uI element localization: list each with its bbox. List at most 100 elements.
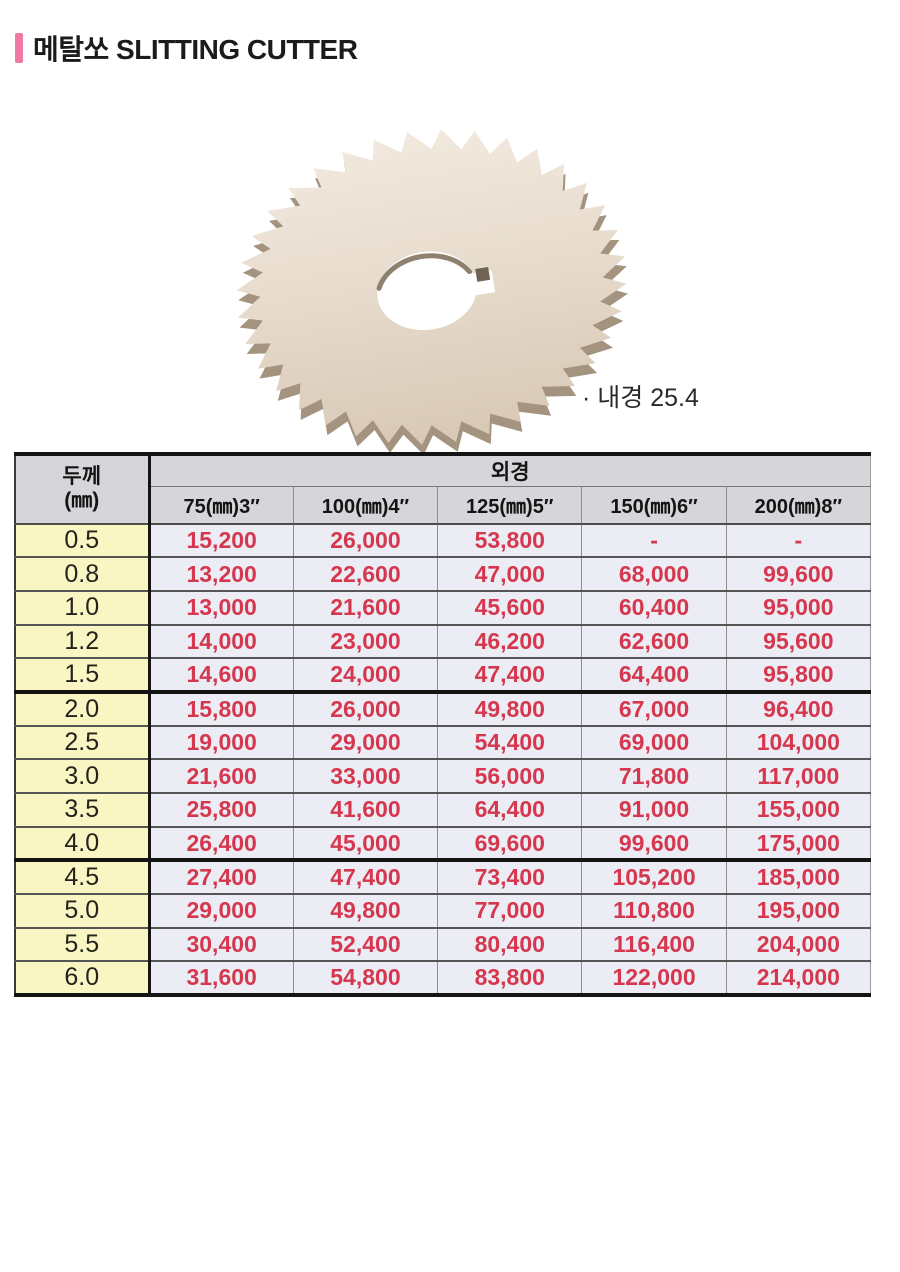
price-cell: 49,800 [437,689,582,727]
page-title: 메탈쏘 SLITTING CUTTER [33,34,358,65]
thickness-cell: 5.0 [15,894,151,929]
price-cell: 214,000 [725,961,871,996]
slitting-cutter-image [236,129,628,455]
thickness-cell: 0.5 [15,523,151,559]
diameter-column-header: 75(㎜)3″ [149,486,294,525]
thickness-cell: 4.0 [15,826,151,862]
price-cell: 56,000 [437,759,582,794]
thickness-header-line2: (㎜) [64,489,100,513]
price-cell: 95,600 [725,624,871,660]
product-figure [222,129,652,465]
price-cell: 60,400 [581,590,727,626]
blade-group [236,129,628,455]
bore-diameter-note: · 내경 25.4 [582,384,699,412]
thickness-header: 두께 (㎜) [15,454,151,525]
thickness-header-line1: 두께 [62,465,102,489]
price-cell: 45,600 [437,590,582,626]
price-cell: 13,200 [149,557,294,592]
title-accent-bar [15,33,23,63]
price-cell: 46,200 [437,624,582,660]
price-cell: 62,600 [581,624,727,660]
price-cell: 73,400 [437,858,582,896]
price-cell: 23,000 [292,624,438,660]
price-cell: 99,600 [725,557,871,592]
price-cell: - [581,523,727,559]
price-cell: 26,000 [292,523,438,559]
price-cell: 29,000 [292,725,438,761]
price-cell: 21,600 [149,759,294,794]
price-cell: 67,000 [581,689,727,727]
thickness-cell: 1.2 [15,624,151,660]
price-cell: 21,600 [292,590,438,626]
page-header: 메탈쏘 SLITTING CUTTER [15,28,358,68]
bore-rim-shadow [376,253,473,291]
price-cell: 19,000 [149,725,294,761]
table-row: 0.8 13,200 22,600 47,000 68,000 99,600 [15,557,871,592]
price-cell: 31,600 [149,961,294,996]
price-cell: 47,400 [437,658,582,693]
price-cell: 69,600 [437,826,582,862]
diameter-column-header: 150(㎜)6″ [581,486,727,525]
price-cell: 15,200 [149,523,294,559]
thickness-cell: 2.5 [15,725,151,761]
price-cell: 110,800 [581,894,727,929]
thickness-cell: 2.0 [15,689,151,727]
table-row: 0.5 15,200 26,000 53,800- - [15,523,871,559]
price-cell: 25,800 [149,793,294,828]
thickness-cell: 5.5 [15,927,151,963]
table-row: 3.5 25,800 41,600 64,400 91,000 155,000 [15,793,871,828]
price-cell: 116,400 [581,927,727,963]
price-cell: 26,000 [292,689,438,727]
thickness-cell: 1.0 [15,590,151,626]
price-cell: 33,000 [292,759,438,794]
price-cell: 14,600 [149,658,294,693]
table-row: 1.5 14,600 24,000 47,400 64,400 95,800 [15,658,871,693]
price-cell: 22,600 [292,557,438,592]
price-cell: 83,800 [437,961,582,996]
price-cell: 64,400 [581,658,727,693]
price-cell: 68,000 [581,557,727,592]
price-cell: 27,400 [149,858,294,896]
price-table-wrap: 두께 (㎜) 외경 75(㎜)3″ 100(㎜)4″ 125(㎜)5″ 150(㎜)6… [14,452,871,998]
diameter-column-header: 125(㎜)5″ [437,486,582,525]
price-cell: 14,000 [149,624,294,660]
table-row: 5.0 29,000 49,800 77,000 110,800 195,000 [15,894,871,929]
price-cell: 64,400 [437,793,582,828]
price-cell: 96,400 [725,689,871,727]
price-cell: 195,000 [725,894,871,929]
price-cell: 122,000 [581,961,727,996]
price-cell: 49,800 [292,894,438,929]
table-row: 3.0 21,600 33,000 56,000 71,800 117,000 [15,759,871,794]
price-cell: 29,000 [149,894,294,929]
price-cell: 175,000 [725,826,871,862]
price-cell: 204,000 [725,927,871,963]
thickness-cell: 4.5 [15,858,151,896]
price-cell: 24,000 [292,658,438,693]
price-cell: 52,400 [292,927,438,963]
table-row: 5.5 30,400 52,400 80,400 116,400 204,000 [15,927,871,963]
price-cell: 26,400 [149,826,294,862]
price-cell: 30,400 [149,927,294,963]
thickness-cell: 0.8 [15,557,151,592]
price-cell: 53,800 [437,523,582,559]
table-row: 4.0 26,400 45,000 69,600 99,600 175,000 [15,826,871,862]
bore-hole [377,251,477,331]
table-row: 1.0 13,000 21,600 45,600 60,400 95,000 [15,590,871,626]
price-cell: - [725,523,871,559]
price-cell: 47,400 [292,858,438,896]
table-header-row-2: 75(㎜)3″ 100(㎜)4″ 125(㎜)5″ 150(㎜)6″ 200(㎜)8″ [15,486,871,525]
price-cell: 13,000 [149,590,294,626]
price-cell: 155,000 [725,793,871,828]
price-cell: 54,400 [437,725,582,761]
price-cell: 77,000 [437,894,582,929]
price-cell: 91,000 [581,793,727,828]
keyway-tab [475,266,491,282]
price-cell: 117,000 [725,759,871,794]
price-cell: 104,000 [725,725,871,761]
price-table: 두께 (㎜) 외경 75(㎜)3″ 100(㎜)4″ 125(㎜)5″ 150(㎜)6… [14,452,871,998]
outer-diameter-header: 외경 [149,454,871,487]
price-cell: 47,000 [437,557,582,592]
price-cell: 71,800 [581,759,727,794]
diameter-column-header: 100(㎜)4″ [292,486,438,525]
